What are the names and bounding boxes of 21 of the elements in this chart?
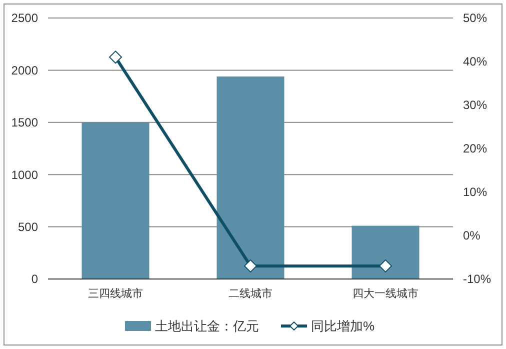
legend-label: 土地出让金：亿元 <box>155 318 259 334</box>
y-tick-label: 1000 <box>11 168 38 182</box>
y2-tick-label: 50% <box>463 11 488 26</box>
bar <box>352 226 420 279</box>
bar <box>82 122 150 279</box>
x-tick-label: 二线城市 <box>228 287 272 300</box>
x-tick-label: 三四线城市 <box>88 287 143 300</box>
y2-tick-label: 0% <box>463 228 481 243</box>
y2-tick-label: 30% <box>463 98 488 112</box>
y-tick-label: 1500 <box>11 116 38 130</box>
x-tick-label: 四大一线城市 <box>352 287 418 300</box>
y2-tick-label: -10% <box>463 272 492 286</box>
y-tick-label: 500 <box>18 220 38 234</box>
y-tick-label: 0 <box>31 272 38 286</box>
y-tick-label: 2500 <box>11 11 38 26</box>
y2-tick-label: 40% <box>463 54 488 69</box>
y2-tick-label: 10% <box>463 185 488 200</box>
bar <box>216 76 284 279</box>
y2-tick-label: 20% <box>463 142 488 156</box>
y-tick-label: 2000 <box>11 63 38 78</box>
legend-label: 同比增加% <box>311 318 375 334</box>
